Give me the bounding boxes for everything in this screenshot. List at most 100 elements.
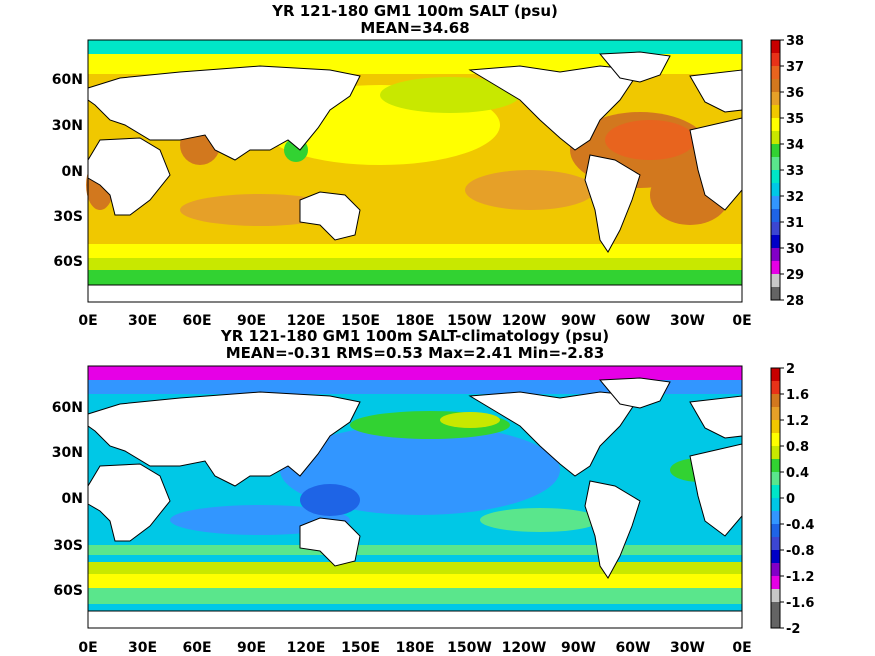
colorbar-swatch (771, 394, 780, 408)
lat-tick-label: 30N (52, 118, 83, 134)
colorbar-tick-label: 0.8 (786, 440, 809, 455)
colorbar-swatch (771, 368, 780, 382)
colorbar-tick-label: -0.4 (786, 518, 814, 533)
colorbar-tick-label: 28 (786, 294, 804, 309)
colorbar-swatch (771, 222, 780, 236)
lon-tick-label: 90E (237, 313, 266, 329)
colorbar-tick-label: 1.6 (786, 388, 809, 403)
colorbar-tick-label: 29 (786, 268, 804, 283)
lon-tick-label: 30E (128, 640, 157, 656)
colorbar-swatch (771, 407, 780, 421)
colorbar-tick-label: -1.2 (786, 570, 814, 585)
colorbar-tick-label: 32 (786, 190, 804, 205)
lon-tick-label: 120E (287, 640, 326, 656)
colorbar-swatch (771, 66, 780, 80)
map-frame (87, 39, 743, 303)
lon-tick-label: 180E (396, 640, 435, 656)
colorbar-swatch (771, 53, 780, 67)
colorbar-swatch (771, 248, 780, 262)
colorbar-swatch (771, 196, 780, 210)
colorbar-swatch (771, 550, 780, 564)
colorbar-tick-label: 33 (786, 164, 804, 179)
colorbar-swatch (771, 420, 780, 434)
colorbar-swatch (771, 131, 780, 145)
colorbar-swatch (771, 170, 780, 184)
panel-salt-anomaly: YR 121-180 GM1 100m SALT-climatology (ps… (52, 327, 815, 656)
lat-tick-label: 30S (53, 209, 83, 225)
colorbar-tick-label: -1.6 (786, 596, 814, 611)
lat-tick-label: 30S (53, 538, 83, 554)
lat-tick-label: 60S (53, 254, 83, 270)
panel-title-line1: YR 121-180 GM1 100m SALT (psu) (271, 2, 558, 20)
lat-tick-label: 0N (62, 164, 83, 180)
lon-tick-label: 0E (732, 313, 751, 329)
colorbar-tick-label: 38 (786, 34, 804, 49)
colorbar-swatch (771, 459, 780, 473)
lon-tick-label: 150E (341, 640, 380, 656)
panel-title-line1: YR 121-180 GM1 100m SALT-climatology (ps… (220, 327, 609, 345)
lat-axis: 60N 30N 0N 30S 60S (52, 72, 83, 270)
lon-tick-label: 30W (670, 640, 705, 656)
colorbar-swatch (771, 118, 780, 132)
lat-axis: 60N 30N 0N 30S 60S (52, 400, 83, 599)
colorbar-swatch (771, 157, 780, 171)
map-area (87, 365, 743, 629)
colorbar-swatch (771, 511, 780, 525)
colorbar-tick-label: 31 (786, 216, 804, 231)
colorbar-swatch (771, 235, 780, 249)
continents (87, 51, 743, 303)
colorbar-swatch (771, 446, 780, 460)
colorbar-swatch (771, 287, 780, 301)
colorbar-tick-label: 0.4 (786, 466, 809, 481)
lat-tick-label: 0N (62, 491, 83, 507)
colorbar-swatch (771, 144, 780, 158)
lon-axis: 0E 30E 60E 90E 120E 150E 180E 150W 120W 90W 60W 30W… (78, 640, 751, 656)
panel-salt: YR 121-180 GM1 100m SALT (psu) MEAN=34.6… (52, 2, 804, 329)
colorbar-swatch (771, 209, 780, 223)
colorbar-swatch (771, 105, 780, 119)
panel-title-line2: MEAN=34.68 (360, 19, 469, 37)
colorbar: 38 37 36 35 34 33 32 31 30 29 28 (770, 34, 804, 309)
colorbar-swatch (771, 498, 780, 512)
colorbar-tick-label: 35 (786, 112, 804, 127)
map-frame (87, 365, 743, 629)
colorbar-swatch (771, 524, 780, 538)
panel-title-line2: MEAN=-0.31 RMS=0.53 Max=2.41 Min=-2.83 (226, 344, 605, 362)
lon-axis: 0E 30E 60E 90E 120E 150E 180E 150W 120W 90W 60W 30W… (78, 313, 751, 329)
lon-tick-label: 60W (616, 313, 651, 329)
colorbar-tick-label: 1.2 (786, 414, 809, 429)
lon-tick-label: 120E (287, 313, 326, 329)
colorbar-swatch (771, 602, 780, 616)
lat-tick-label: 60S (53, 583, 83, 599)
lon-tick-label: 150E (341, 313, 380, 329)
colorbar-swatch (771, 261, 780, 275)
lon-tick-label: 60W (616, 640, 651, 656)
colorbar-swatch (771, 589, 780, 603)
colorbar-tick-label: 37 (786, 60, 804, 75)
lon-tick-label: 30E (128, 313, 157, 329)
colorbar-tick-label: -0.8 (786, 544, 814, 559)
colorbar-swatch (771, 576, 780, 590)
colorbar-swatch (771, 615, 780, 629)
lon-tick-label: 0E (78, 640, 97, 656)
continents (87, 377, 743, 629)
colorbar-tick-label: -2 (786, 622, 800, 637)
lon-tick-label: 90E (237, 640, 266, 656)
lat-tick-label: 60N (52, 72, 83, 88)
lon-tick-label: 180E (396, 313, 435, 329)
map-area (86, 39, 743, 303)
colorbar-swatch (771, 40, 780, 54)
colorbar-swatch (771, 183, 780, 197)
colorbar-tick-label: 2 (786, 362, 795, 377)
colorbar-swatch (771, 79, 780, 93)
lon-tick-label: 120W (502, 640, 547, 656)
colorbar-tick-label: 34 (786, 138, 804, 153)
colorbar-tick-label: 0 (786, 492, 795, 507)
lon-tick-label: 0E (732, 640, 751, 656)
colorbar-swatch (771, 537, 780, 551)
colorbar-tick-label: 30 (786, 242, 804, 257)
colorbar-swatch (771, 92, 780, 106)
lon-tick-label: 90W (561, 640, 596, 656)
lon-tick-label: 150W (447, 313, 492, 329)
